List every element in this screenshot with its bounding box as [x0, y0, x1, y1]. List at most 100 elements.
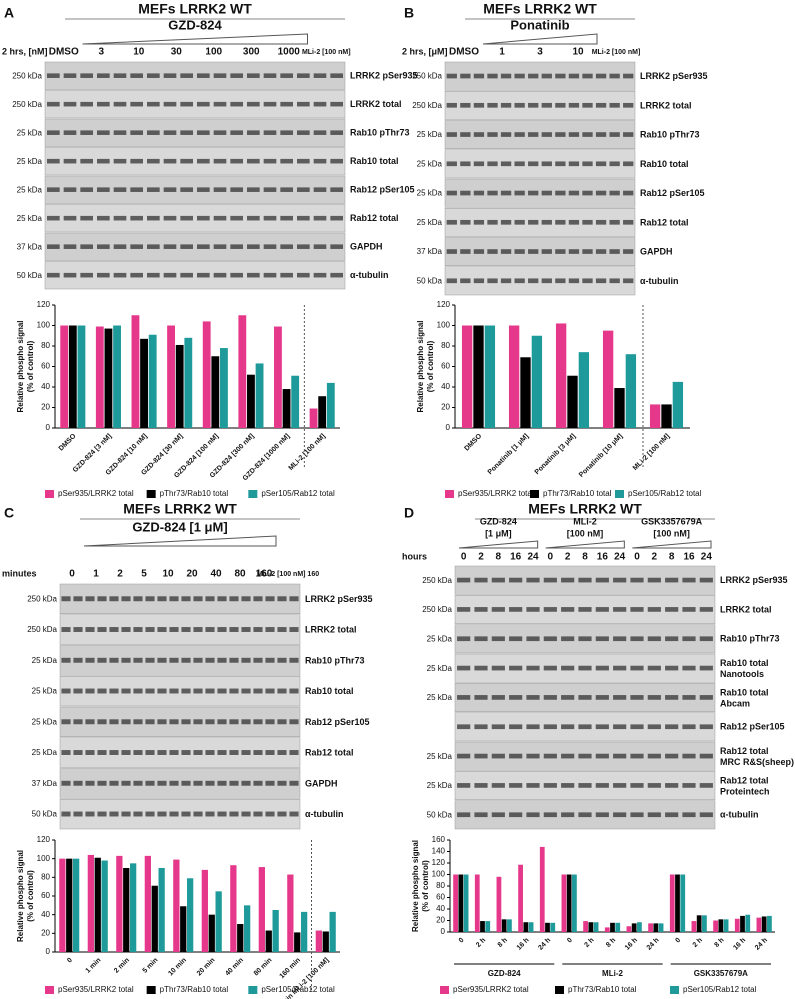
band: [277, 780, 287, 786]
bar: [130, 863, 137, 952]
band: [313, 158, 327, 164]
band: [568, 219, 580, 225]
band: [699, 665, 713, 671]
bar: [211, 356, 220, 428]
bar: [588, 922, 594, 932]
lane-label: 1000: [278, 47, 301, 58]
protein-label: LRRK2 total: [305, 625, 357, 635]
band: [526, 753, 540, 759]
bar: [572, 874, 577, 932]
band: [280, 215, 293, 221]
bar: [626, 926, 632, 932]
band: [180, 158, 193, 164]
x-tick-label: 8 h: [497, 937, 509, 949]
bar: [696, 915, 702, 932]
band: [133, 627, 143, 632]
band: [63, 130, 77, 135]
band: [97, 657, 107, 663]
bar: [485, 921, 491, 932]
band: [289, 657, 299, 663]
x-tick-label: Ponatinib [10 μM]: [578, 433, 624, 479]
band: [541, 102, 552, 108]
kda-label: 37 kDa: [32, 779, 58, 788]
band: [147, 158, 160, 164]
bar: [291, 375, 300, 428]
blot: [44, 261, 346, 290]
band: [555, 249, 566, 254]
x-tick-label: 24 h: [754, 937, 769, 952]
band: [509, 783, 523, 788]
band: [197, 215, 210, 221]
band: [541, 73, 552, 79]
band: [169, 780, 179, 786]
x-tick-label: GZD-824 [3 nM]: [72, 433, 113, 474]
group-dose: [1 μM]: [485, 528, 512, 538]
band: [241, 627, 251, 632]
bar: [104, 328, 113, 428]
band: [568, 102, 580, 108]
protein-label: Rab12 total: [720, 775, 769, 785]
panel-title: MEFs LRRK2 WT: [138, 1, 252, 17]
blot: [444, 120, 636, 149]
band: [555, 132, 566, 137]
band: [297, 272, 310, 278]
band: [609, 102, 620, 108]
band: [582, 161, 593, 167]
band: [181, 596, 191, 602]
band: [97, 73, 110, 78]
bar: [473, 325, 484, 428]
bar: [66, 858, 73, 952]
band: [241, 750, 251, 755]
band: [487, 161, 498, 167]
bar: [567, 375, 578, 428]
bar: [244, 905, 251, 952]
band: [205, 627, 215, 632]
band: [147, 73, 160, 78]
band: [647, 607, 661, 612]
legend-label: pSer935/LRRK2 total: [453, 985, 529, 994]
band: [500, 249, 512, 254]
bar: [480, 921, 485, 932]
band: [595, 665, 609, 671]
bar: [77, 325, 86, 428]
band: [193, 719, 203, 725]
y-axis-label: Relative phospho signal: [16, 850, 25, 942]
kda-label: 37 kDa: [17, 242, 43, 251]
group-name: GSK3357679A: [641, 516, 703, 526]
band: [197, 101, 210, 107]
kda-label: 25 kDa: [417, 189, 443, 198]
band: [277, 657, 287, 663]
kda-label: 250 kDa: [412, 101, 442, 110]
kda-label: 50 kDa: [427, 810, 453, 819]
lane-label: 0: [69, 569, 75, 580]
lane-label: DMSO: [449, 47, 479, 58]
band: [109, 719, 119, 725]
panel-letter: A: [4, 5, 14, 21]
band: [265, 780, 275, 786]
band: [595, 783, 609, 788]
band: [578, 607, 592, 612]
band: [241, 657, 251, 663]
x-tick-label: 20 min: [196, 957, 217, 978]
lane-label: 24: [527, 552, 539, 563]
bar: [508, 325, 520, 428]
band: [97, 596, 107, 602]
blot: [59, 706, 301, 737]
y-axis-label: Relative phospho signal: [411, 840, 420, 932]
band: [509, 577, 523, 583]
band: [280, 130, 293, 135]
kda-label: 25 kDa: [417, 159, 443, 168]
band: [113, 101, 127, 107]
band: [263, 244, 277, 249]
band: [263, 101, 277, 107]
lane-label: MLi-2 [100 nM]: [592, 49, 641, 56]
band: [609, 249, 620, 254]
band: [460, 102, 471, 108]
y-tick-label: 80: [41, 872, 50, 881]
band: [157, 657, 167, 663]
lane-label: 16: [597, 552, 609, 563]
blot: [44, 232, 346, 261]
band: [163, 215, 177, 221]
lane-label: 30: [171, 47, 183, 58]
band: [474, 783, 488, 788]
